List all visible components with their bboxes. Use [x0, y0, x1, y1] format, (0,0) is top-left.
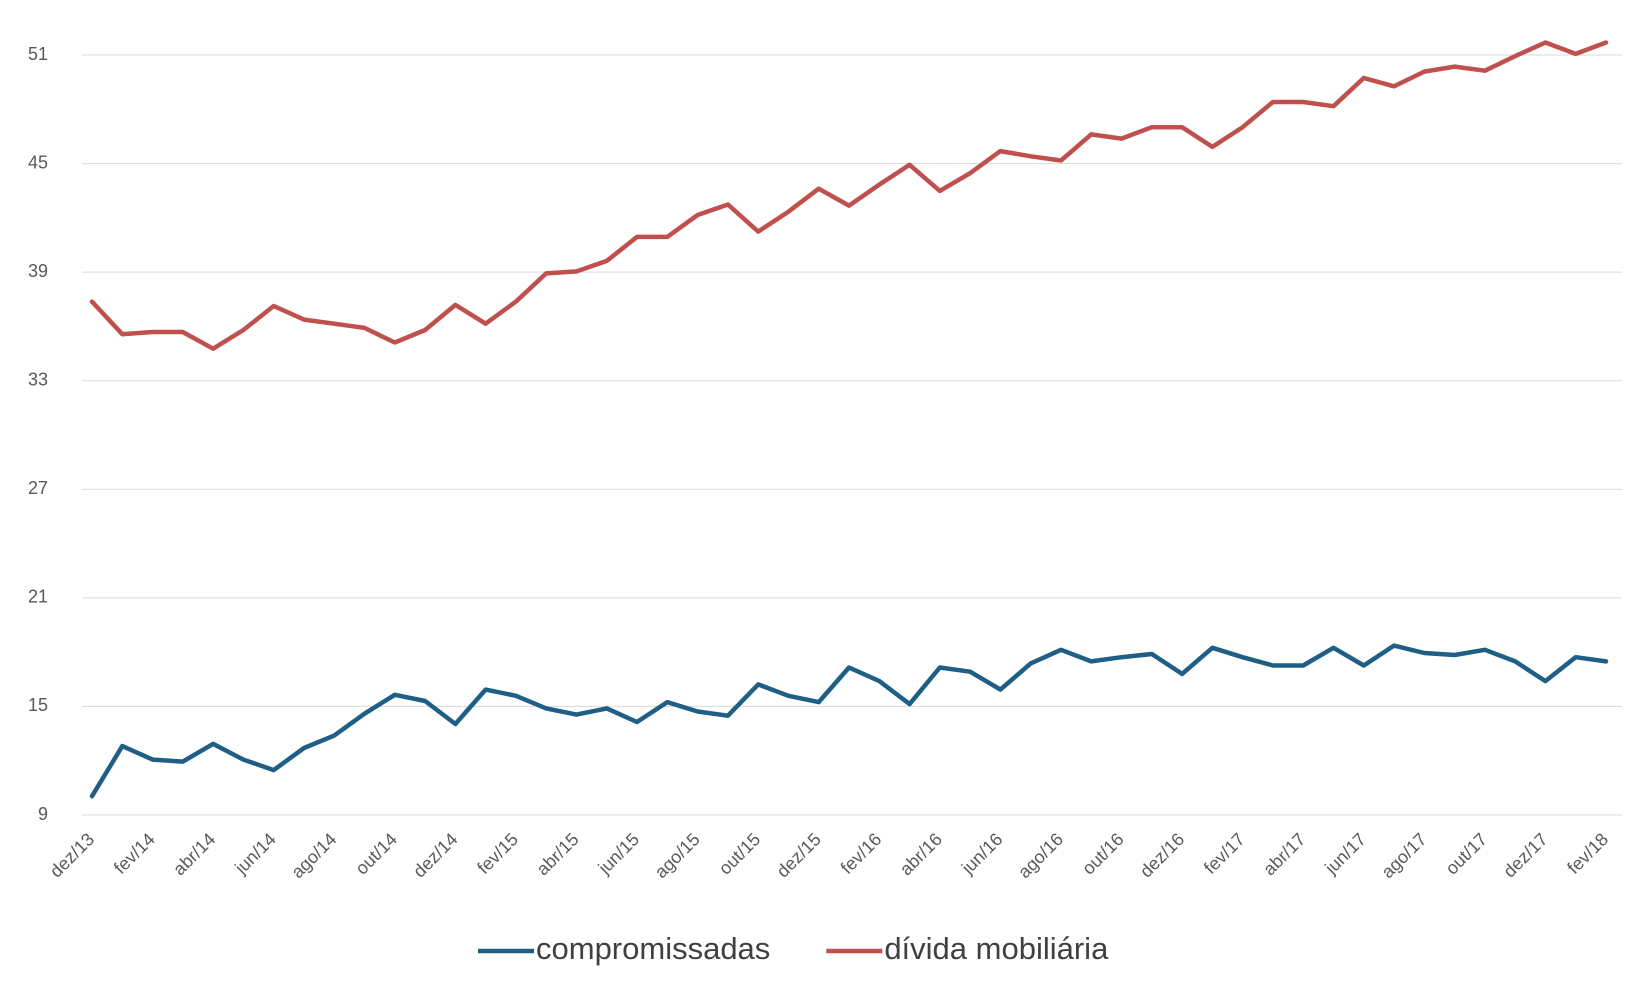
x-tick-label: ago/14 — [287, 829, 340, 882]
x-tick-label: jun/15 — [594, 829, 644, 879]
y-tick-label: 45 — [28, 152, 48, 172]
x-tick-label: out/17 — [1442, 829, 1492, 879]
x-tick-label: fev/17 — [1200, 829, 1249, 878]
x-tick-label: dez/14 — [409, 829, 461, 881]
x-tick-label: out/14 — [351, 829, 401, 879]
x-tick-label: jun/16 — [957, 829, 1007, 879]
x-tick-label: abr/17 — [1259, 829, 1309, 879]
x-tick-label: ago/15 — [651, 829, 704, 882]
y-tick-label: 33 — [28, 369, 48, 389]
x-tick-label: jun/17 — [1320, 829, 1370, 879]
x-tick-label: out/16 — [1078, 829, 1128, 879]
x-tick-label: dez/17 — [1499, 829, 1551, 881]
series-line — [89, 40, 1609, 351]
x-tick-label: ago/17 — [1377, 829, 1430, 882]
legend-label: compromissadas — [536, 931, 770, 966]
x-tick-label: abr/15 — [532, 829, 582, 879]
x-tick-label: dez/13 — [46, 829, 98, 881]
x-tick-label: dez/15 — [773, 829, 825, 881]
x-tick-label: fev/14 — [110, 829, 159, 878]
x-tick-label: abr/16 — [896, 829, 946, 879]
x-tick-label: dez/16 — [1136, 829, 1188, 881]
x-tick-label: out/15 — [715, 829, 765, 879]
y-tick-label: 39 — [28, 261, 48, 281]
legend-label: dívida mobiliária — [884, 931, 1109, 966]
y-tick-label: 27 — [28, 478, 48, 498]
y-tick-label: 21 — [28, 587, 48, 607]
x-tick-label: fev/16 — [837, 829, 886, 878]
x-tick-label: ago/16 — [1014, 829, 1067, 882]
series-line — [89, 643, 1609, 799]
x-tick-label: fev/18 — [1563, 829, 1612, 878]
y-tick-label: 15 — [28, 695, 48, 715]
y-tick-label: 51 — [28, 44, 48, 64]
x-tick-label: abr/14 — [169, 829, 219, 879]
y-tick-label: 9 — [38, 804, 48, 824]
x-tick-label: fev/15 — [473, 829, 522, 878]
x-tick-label: jun/14 — [230, 829, 280, 879]
